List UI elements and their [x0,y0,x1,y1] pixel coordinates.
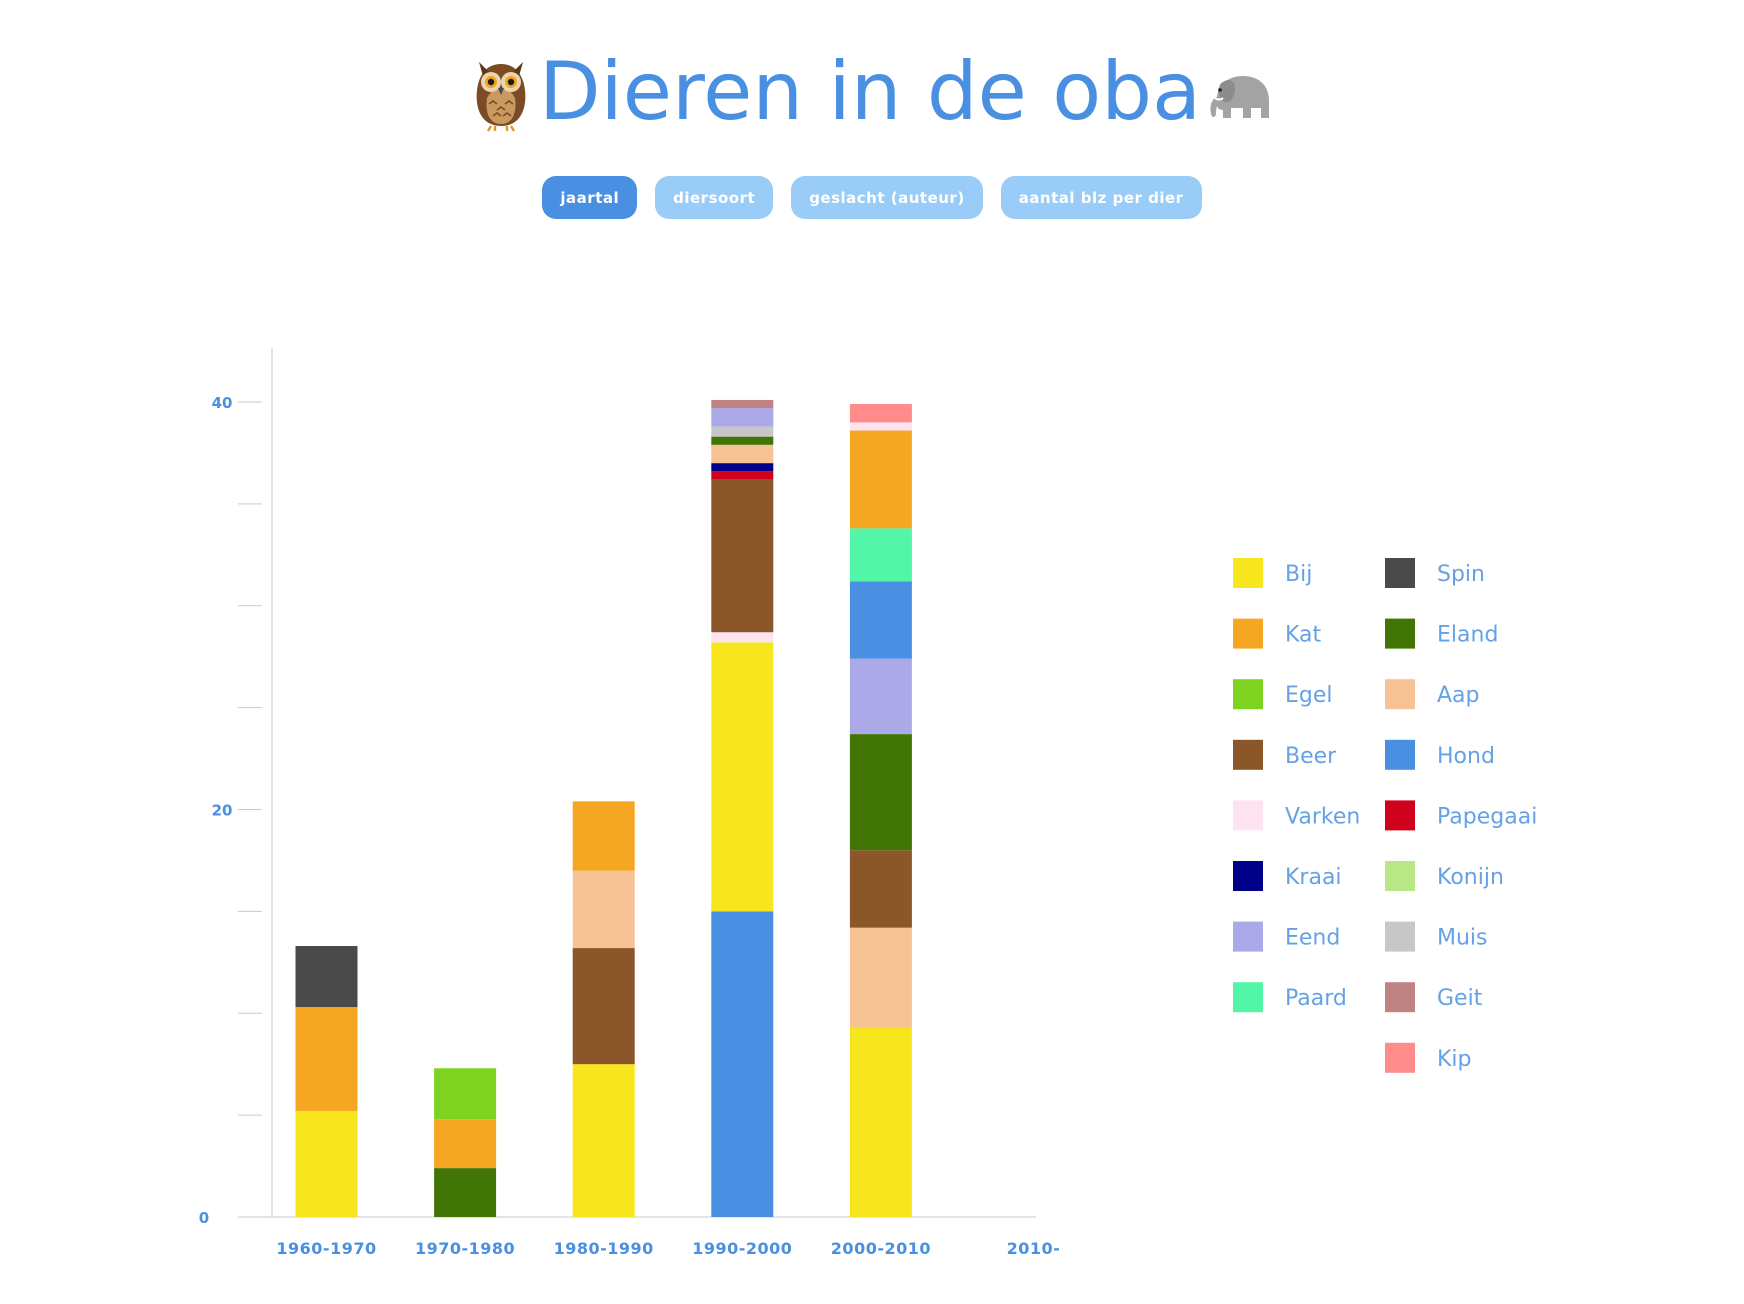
y-tick-label: 0 [199,1209,209,1227]
tab-diersoort[interactable]: diersoort [655,176,774,219]
legend-swatch-eend[interactable] [1233,921,1263,952]
legend-label-eland: Eland [1437,623,1498,648]
bar-segment-eend[interactable] [849,658,912,735]
legend-swatch-varken[interactable] [1233,800,1263,831]
legend-swatch-aap[interactable] [1385,679,1415,710]
bar-segment-eland[interactable] [434,1168,497,1217]
legend-label-spin: Spin [1437,562,1485,587]
x-tick-label: 1960-1970 [276,1239,376,1258]
legend-label-kraai: Kraai [1285,865,1342,890]
legend-swatch-kraai[interactable] [1233,861,1263,891]
legend-label-kip: Kip [1437,1047,1472,1072]
page-title: Dieren in de oba [467,52,1277,132]
legend-swatch-kip[interactable] [1385,1042,1415,1073]
x-tick-label: 1990-2000 [692,1239,792,1258]
legend-swatch-paard[interactable] [1233,982,1263,1013]
legend-swatch-beer[interactable] [1233,739,1263,770]
legend-swatch-papegaai[interactable] [1385,800,1415,831]
bar-segment-hond[interactable] [849,581,912,659]
legend-swatch-geit[interactable] [1385,982,1415,1013]
legend-label-beer: Beer [1285,744,1337,769]
bar-segment-hond[interactable] [711,911,774,1217]
y-tick-label: 40 [212,394,233,412]
legend-label-egel: Egel [1285,683,1333,708]
bar-segment-kat[interactable] [572,801,635,871]
owl-icon [476,62,526,132]
legend-label-konijn: Konijn [1437,865,1504,890]
y-tick-label: 20 [212,802,233,820]
bar-segment-kat[interactable] [295,1007,358,1112]
legend-label-geit: Geit [1437,986,1483,1011]
bar-segment-muis[interactable] [711,426,774,437]
bar-segment-kraai[interactable] [711,463,774,472]
legend-label-paard: Paard [1285,986,1347,1011]
legend-swatch-kat[interactable] [1233,618,1263,649]
bar-segment-bij[interactable] [572,1064,635,1217]
legend-swatch-bij[interactable] [1233,558,1263,588]
legend-swatch-konijn[interactable] [1385,861,1415,891]
bar-segment-varken[interactable] [849,422,912,431]
legend-label-varken: Varken [1285,804,1360,829]
legend-label-aap: Aap [1437,683,1480,708]
bar-segment-varken[interactable] [711,632,774,643]
bar-segment-egel[interactable] [434,1068,497,1120]
bar-segment-kat[interactable] [434,1119,497,1169]
legend-label-hond: Hond [1437,744,1495,769]
legend-swatch-spin[interactable] [1385,558,1415,588]
legend-label-papegaai: Papegaai [1437,804,1537,829]
bar-segment-aap[interactable] [711,444,774,464]
bar-segment-beer[interactable] [711,479,774,633]
legend-swatch-eland[interactable] [1385,618,1415,649]
bar-segment-bij[interactable] [295,1111,358,1217]
bar-segment-kip[interactable] [849,404,912,423]
x-tick-label: 1970-1980 [415,1239,515,1258]
bar-segment-beer[interactable] [572,948,635,1065]
bar-segment-paard[interactable] [849,528,912,582]
bar-segment-eend[interactable] [711,408,774,427]
tab-bar: jaartal diersoort geslacht (auteur) aant… [0,176,1744,219]
legend-label-bij: Bij [1285,562,1312,587]
legend-swatch-muis[interactable] [1385,921,1415,952]
bar-segment-kat[interactable] [849,430,912,529]
tab-aantal-blz[interactable]: aantal blz per dier [1000,176,1202,219]
bar-segment-bij[interactable] [711,642,774,912]
elephant-icon [1210,76,1270,118]
bar-segment-geit[interactable] [711,399,774,409]
bar-segment-eland[interactable] [849,734,912,851]
legend-swatch-hond[interactable] [1385,739,1415,770]
legend-swatch-egel[interactable] [1233,679,1263,710]
x-tick-label: 2010- [1007,1239,1061,1258]
legend-label-eend: Eend [1285,926,1340,951]
title-text: Dieren in de oba [538,45,1202,138]
tab-geslacht[interactable]: geslacht (auteur) [791,176,983,219]
tab-jaartal[interactable]: jaartal [542,176,638,219]
legend-label-muis: Muis [1437,926,1488,951]
bar-segment-papegaai[interactable] [711,471,774,480]
bar-segment-aap[interactable] [572,870,635,949]
bar-segment-eland[interactable] [711,436,774,445]
bar-segment-beer[interactable] [849,850,912,928]
x-tick-label: 1980-1990 [554,1239,654,1258]
legend-label-kat: Kat [1285,623,1322,648]
bar-segment-spin[interactable] [295,946,358,1008]
bar-segment-aap[interactable] [849,927,912,1028]
x-tick-label: 2000-2010 [831,1239,931,1258]
bar-segment-bij[interactable] [849,1027,912,1217]
